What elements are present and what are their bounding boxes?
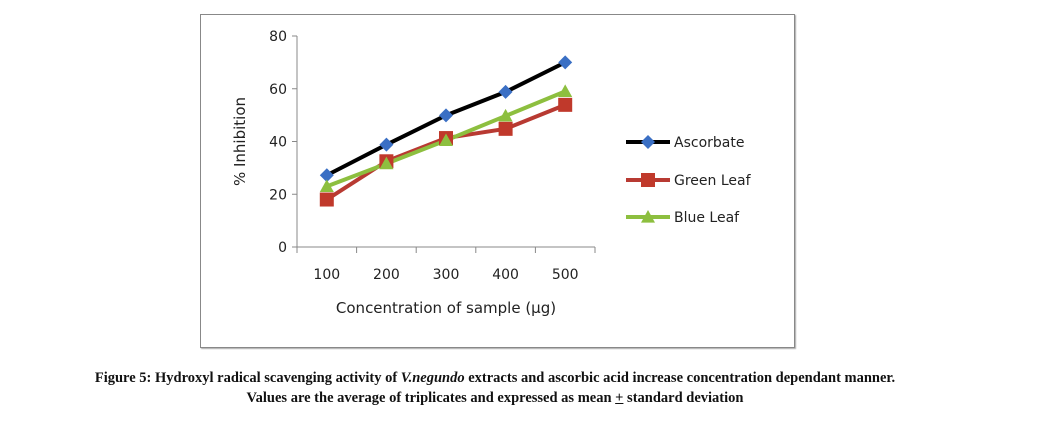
data-point-blue-leaf [498,108,513,122]
x-tick-label: 400 [492,267,519,283]
caption-text: standard deviation [623,390,744,406]
legend-label: Ascorbate [674,135,744,151]
data-point-green-leaf [558,97,573,112]
legend-marker [641,135,655,149]
data-point-ascorbate [379,137,394,152]
plus-minus: + [615,390,624,406]
caption-species: V.negundo [400,370,465,386]
figure-caption-line1: Figure 5: Hydroxyl radical scavenging ac… [0,370,990,387]
x-tick-label: 200 [373,267,400,283]
legend-marker [641,210,655,223]
data-point-ascorbate [439,108,453,123]
x-axis-title: Concentration of sample (µg) [336,299,556,317]
x-tick-label: 100 [313,267,340,283]
y-tick-label: 60 [269,82,287,98]
line-chart: 0 20 40 60 80 100 200 300 400 500 Concentration of… [231,29,752,317]
data-point-green-leaf [319,192,334,207]
legend-label: Blue Leaf [674,210,740,226]
legend-marker [641,173,655,187]
caption-text: extracts and ascorbic acid increase conc… [464,370,896,386]
y-axis-title: % Inhibition [231,97,249,186]
chart-frame [200,14,795,348]
caption-text: Values are the average of triplicates an… [246,390,616,406]
legend-label: Green Leaf [674,173,752,189]
figure-caption-line2: Values are the average of triplicates an… [0,390,990,407]
data-point-blue-leaf [558,84,573,97]
y-tick-label: 20 [269,187,287,203]
data-point-blue-leaf [379,156,394,170]
y-tick-label: 40 [269,135,287,151]
data-point-blue-leaf [439,133,453,147]
x-tick-label: 500 [552,267,579,283]
y-tick-label: 80 [269,29,287,45]
data-point-ascorbate [319,168,334,183]
data-point-green-leaf [498,121,513,136]
data-point-ascorbate [498,84,513,99]
y-tick-label: 0 [278,240,287,256]
data-point-blue-leaf [319,179,334,192]
data-point-ascorbate [558,55,573,70]
caption-text: Figure 5: Hydroxyl radical scavenging ac… [94,370,401,386]
x-tick-label: 300 [433,267,460,283]
